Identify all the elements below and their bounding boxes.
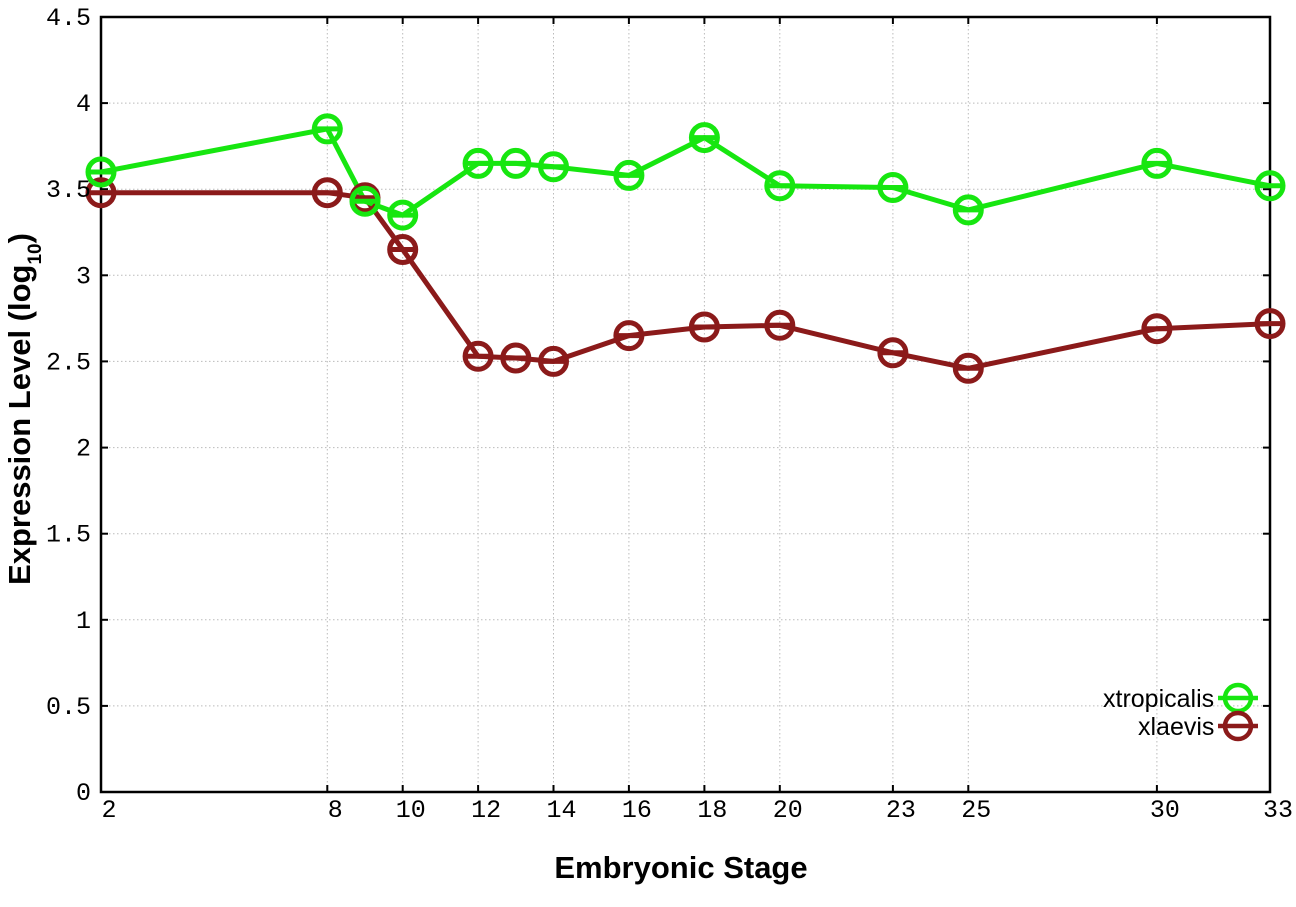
svg-text:Embryonic Stage: Embryonic Stage (554, 850, 807, 885)
svg-text:12: 12 (471, 796, 501, 825)
svg-text:2: 2 (101, 796, 116, 825)
svg-text:1.5: 1.5 (46, 521, 91, 550)
svg-text:2.5: 2.5 (46, 348, 91, 377)
svg-text:25: 25 (961, 796, 991, 825)
svg-text:4: 4 (76, 90, 91, 119)
svg-text:0.5: 0.5 (46, 693, 91, 722)
svg-text:1: 1 (76, 607, 91, 636)
svg-text:2: 2 (76, 435, 91, 464)
svg-text:30: 30 (1150, 796, 1180, 825)
svg-text:23: 23 (886, 796, 916, 825)
svg-text:16: 16 (622, 796, 652, 825)
svg-text:0: 0 (76, 779, 91, 808)
svg-text:33: 33 (1263, 796, 1293, 825)
svg-text:8: 8 (328, 796, 343, 825)
svg-text:18: 18 (697, 796, 727, 825)
svg-text:14: 14 (546, 796, 576, 825)
svg-text:3: 3 (76, 262, 91, 291)
svg-text:10: 10 (396, 796, 426, 825)
svg-text:4.5: 4.5 (46, 4, 91, 33)
svg-text:xtropicalis: xtropicalis (1103, 685, 1214, 713)
svg-text:3.5: 3.5 (46, 176, 91, 205)
svg-text:xlaevis: xlaevis (1138, 713, 1214, 741)
svg-text:20: 20 (773, 796, 803, 825)
